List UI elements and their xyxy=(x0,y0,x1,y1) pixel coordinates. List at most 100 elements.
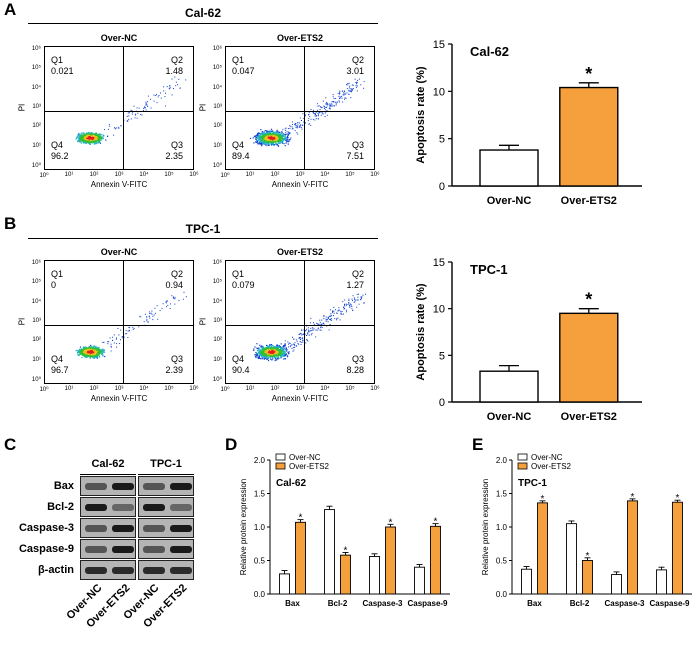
flow-dot xyxy=(281,355,283,357)
flow-dot xyxy=(350,303,351,305)
flow-dot xyxy=(101,351,103,353)
flow-dot xyxy=(116,343,118,345)
flow-dot xyxy=(174,298,176,300)
quadrant-divider-horizontal xyxy=(226,111,374,112)
flow-dot xyxy=(94,351,96,353)
flow-dot xyxy=(94,355,96,357)
flow-dot xyxy=(283,138,285,140)
quadrant-divider-horizontal xyxy=(226,325,374,326)
flow-dot xyxy=(297,342,299,344)
flow-dot xyxy=(361,296,363,298)
flow-dot xyxy=(278,135,280,137)
flow-dot xyxy=(174,76,176,78)
flow-dot xyxy=(89,349,91,351)
flow-dot xyxy=(342,101,344,103)
flow-dot xyxy=(295,124,297,126)
flow-dot xyxy=(303,121,305,123)
flow-dot xyxy=(308,118,310,120)
flow-dot xyxy=(95,349,97,351)
flow-y-tick: 10² xyxy=(32,337,41,344)
flow-dot xyxy=(263,350,266,352)
flow-dot xyxy=(325,316,327,318)
flow-dot xyxy=(266,357,268,359)
flow-dot xyxy=(280,351,282,353)
q4-label: Q4 xyxy=(51,354,64,364)
flow-dot xyxy=(276,132,278,134)
flow-dot xyxy=(99,137,101,139)
flow-dot xyxy=(94,135,96,137)
flow-y-tick: 10⁰ xyxy=(212,163,222,169)
flow-dot xyxy=(349,85,351,87)
flow-dot xyxy=(84,348,86,350)
flow-y-tick: 10³ xyxy=(32,318,41,324)
flow-dot xyxy=(271,355,274,357)
flow-dot xyxy=(130,118,132,120)
flow-dot xyxy=(363,302,365,304)
flow-dot xyxy=(357,299,359,301)
q3-label: Q3 xyxy=(170,354,183,364)
flow-dot xyxy=(134,114,136,116)
flow-dot xyxy=(287,141,289,143)
flow-dot xyxy=(284,137,286,139)
y-tick-label: 0.5 xyxy=(254,557,266,566)
flow-dot xyxy=(99,349,101,351)
blot-band xyxy=(85,504,107,511)
flow-dot xyxy=(86,353,88,355)
flow-dot xyxy=(286,133,288,135)
flow-dot xyxy=(263,348,265,350)
bar-over-ets2 xyxy=(582,560,593,595)
flow-y-tick: 10¹ xyxy=(213,356,222,363)
flow-dot xyxy=(325,107,327,108)
bar-over-nc xyxy=(521,568,532,595)
flow-dot xyxy=(260,136,262,138)
flow-dot xyxy=(143,321,145,323)
flow-dot xyxy=(268,136,270,138)
y-axis-label: Relative protein expression xyxy=(481,479,490,576)
flow-dot xyxy=(255,355,257,357)
flow-dot xyxy=(285,137,287,139)
flow-dot xyxy=(351,90,353,92)
quadrant-divider-vertical xyxy=(123,261,124,383)
flow-dot xyxy=(264,348,266,350)
flow-dot xyxy=(156,93,158,95)
flow-dot xyxy=(307,327,309,329)
flow-dot xyxy=(330,104,332,106)
flow-dot xyxy=(82,139,84,142)
flow-dot xyxy=(183,291,185,293)
flow-dot xyxy=(274,136,276,138)
flow-dot xyxy=(356,82,358,84)
flow-dot xyxy=(100,137,102,139)
flow-dot xyxy=(103,135,105,137)
flow-dot xyxy=(302,333,304,335)
flow-dot xyxy=(266,141,268,143)
flow-dot xyxy=(280,348,282,350)
flow-dot xyxy=(266,349,268,351)
flow-dot xyxy=(275,356,277,358)
flow-dot xyxy=(146,316,147,318)
flow-dot xyxy=(96,136,98,139)
flow-dot xyxy=(94,134,97,136)
flow-dot xyxy=(263,351,265,353)
flow-dot xyxy=(301,128,303,130)
flow-dot xyxy=(88,353,90,356)
flow-dot xyxy=(321,106,323,108)
flow-dot xyxy=(317,324,319,326)
x-tick-label: Caspase-3 xyxy=(604,599,645,608)
flow-dot xyxy=(326,114,328,116)
flow-dot xyxy=(94,356,96,358)
flow-dot xyxy=(301,120,302,121)
flow-dot xyxy=(329,108,331,110)
flow-dot xyxy=(90,138,92,140)
flow-dot xyxy=(82,133,84,135)
flow-dot xyxy=(130,109,132,111)
flow-dot xyxy=(90,132,92,134)
flow-dot xyxy=(360,84,362,86)
flow-dot xyxy=(88,142,90,144)
blot-column-rule xyxy=(138,474,194,475)
flow-dot xyxy=(274,347,276,350)
flow-dot xyxy=(95,347,97,350)
flow-dot xyxy=(280,346,282,348)
flow-dot xyxy=(270,137,272,140)
flow-x-tick: 10³ xyxy=(114,386,124,392)
flow-dot xyxy=(174,296,176,298)
